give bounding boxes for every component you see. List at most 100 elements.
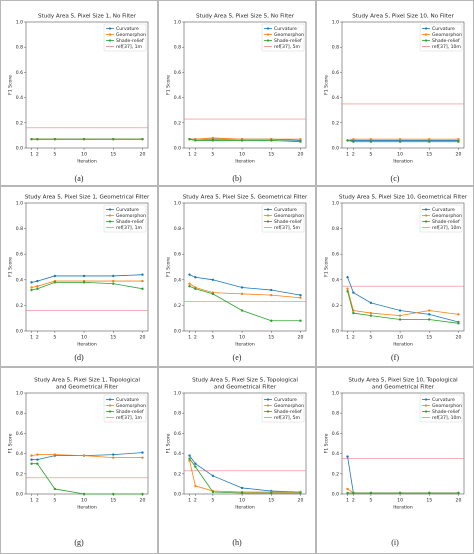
series-marker <box>457 137 460 141</box>
series-marker <box>194 276 197 279</box>
legend-label: Geomorphon <box>274 403 304 409</box>
y-tick-label: 1.0 <box>16 201 23 207</box>
series-marker <box>36 458 39 461</box>
x-tick-label: 2 <box>36 152 39 158</box>
legend-label: Geomorphon <box>274 213 304 219</box>
y-tick-label: 1.0 <box>332 391 339 397</box>
y-tick-label: 0.8 <box>16 45 23 51</box>
series-marker <box>112 492 115 496</box>
legend-marker <box>108 404 112 407</box>
legend-box <box>103 204 147 233</box>
legend-marker <box>424 404 428 407</box>
legend-marker <box>424 33 428 36</box>
series-marker <box>141 287 144 290</box>
chart-title: Study Area 5, Pixel Size 5, Geometrical … <box>183 195 308 201</box>
y-axis-label: F1 Score <box>166 257 172 277</box>
series-marker <box>188 137 191 141</box>
y-tick-label: 0.4 <box>174 95 181 101</box>
legend-label: Geomorphon <box>432 213 462 219</box>
chart-title: Study Area 5, Pixel Size 10, Topological <box>348 378 458 384</box>
x-axis-label: Iteration <box>393 159 413 165</box>
series-marker <box>299 140 302 143</box>
panel-caption: (c) <box>391 174 400 183</box>
y-tick-label: 0.6 <box>16 431 23 437</box>
series-marker <box>36 462 39 465</box>
series-marker <box>112 274 115 278</box>
y-tick-label: 0.8 <box>174 411 181 417</box>
legend-box <box>419 204 463 233</box>
x-tick-label: 10 <box>239 498 245 504</box>
series-marker <box>112 456 115 459</box>
x-tick-label: 5 <box>369 335 372 341</box>
series-marker <box>30 281 33 284</box>
y-axis-label: F1 Score <box>8 75 14 95</box>
x-tick-label: 2 <box>36 335 39 341</box>
y-tick-label: 0.8 <box>332 226 339 232</box>
series-marker <box>270 293 273 297</box>
series-marker <box>30 454 33 457</box>
x-tick-label: 20 <box>140 335 146 341</box>
series-marker <box>82 274 86 278</box>
x-tick-label: 1 <box>346 152 349 158</box>
x-tick-label: 1 <box>30 498 33 504</box>
series-marker <box>188 285 191 288</box>
x-tick-label: 10 <box>81 152 87 158</box>
series-marker <box>428 309 431 312</box>
series-marker <box>346 276 349 279</box>
legend-marker <box>108 410 112 413</box>
series-marker <box>369 301 373 305</box>
chart-title: and Geometrical Filter <box>372 385 435 391</box>
series-marker <box>30 462 33 465</box>
y-tick-label: 0.4 <box>16 95 23 101</box>
series-marker <box>82 137 86 141</box>
x-tick-label: 2 <box>194 498 197 504</box>
panel-caption: (e) <box>233 353 242 362</box>
legend-marker <box>266 220 270 223</box>
series-marker <box>36 285 39 288</box>
series-marker <box>36 453 39 456</box>
series-marker <box>299 296 302 299</box>
legend-marker <box>266 214 270 217</box>
legend-box <box>419 394 463 423</box>
y-axis-label: F1 Score <box>324 433 330 453</box>
series-marker <box>211 136 215 140</box>
series-marker <box>369 137 373 141</box>
y-axis-label: F1 Score <box>166 75 172 95</box>
legend-marker <box>424 214 428 217</box>
legend-marker <box>108 220 112 223</box>
y-tick-label: 0.0 <box>174 329 181 335</box>
y-tick-label: 0.0 <box>174 492 181 498</box>
legend-label: ref[37], 10m <box>432 225 461 231</box>
x-tick-label: 10 <box>397 152 403 158</box>
series-marker <box>428 491 431 495</box>
series-marker <box>194 465 197 468</box>
panel-caption: (d) <box>74 353 84 362</box>
x-tick-label: 5 <box>369 152 372 158</box>
legend-marker <box>108 39 112 42</box>
x-tick-label: 1 <box>188 335 191 341</box>
series-marker <box>352 140 355 143</box>
series-line <box>189 460 301 493</box>
legend-label: Shade-relief <box>274 219 302 225</box>
series-marker <box>112 282 115 285</box>
y-tick-label: 1.0 <box>174 20 181 26</box>
y-tick-label: 0.0 <box>332 329 339 335</box>
legend-marker <box>266 39 270 42</box>
series-marker <box>346 455 349 458</box>
plot-frame <box>25 202 149 332</box>
plot-frame <box>183 202 307 332</box>
legend-marker <box>266 33 270 36</box>
series-marker <box>240 486 244 490</box>
series-marker <box>299 137 302 141</box>
series-line <box>347 288 459 317</box>
plot-frame <box>341 21 465 149</box>
y-tick-label: 0.4 <box>332 451 339 457</box>
panel-caption: (h) <box>232 538 242 547</box>
y-tick-label: 0.2 <box>174 303 181 309</box>
y-tick-label: 0.4 <box>16 451 23 457</box>
y-tick-label: 0.0 <box>16 492 23 498</box>
series-line <box>189 455 301 493</box>
series-marker <box>112 137 115 141</box>
series-marker <box>346 139 349 142</box>
